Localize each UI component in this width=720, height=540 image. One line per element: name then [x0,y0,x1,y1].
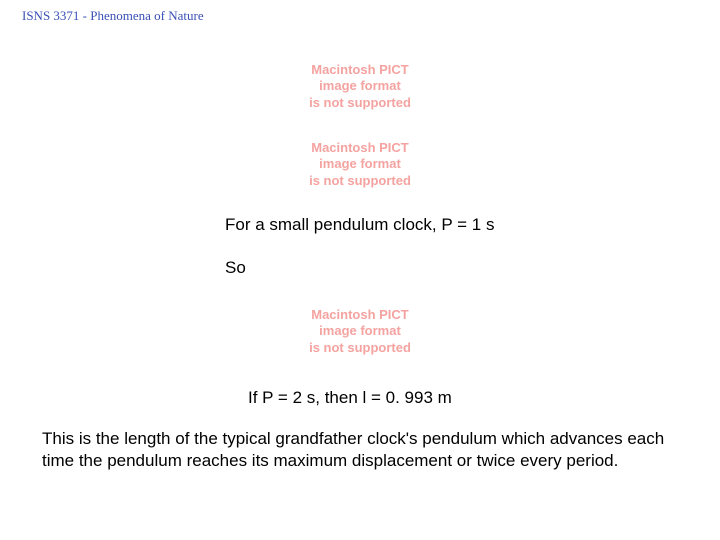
pict-line: image format [270,78,450,94]
text-so: So [225,258,246,278]
pict-placeholder-3: Macintosh PICT image format is not suppo… [270,307,450,356]
text-pendulum: For a small pendulum clock, P = 1 s [225,215,494,235]
slide: ISNS 3371 - Phenomena of Nature Macintos… [0,0,720,540]
pict-placeholder-2: Macintosh PICT image format is not suppo… [270,140,450,189]
pict-line: is not supported [270,95,450,111]
pict-line: image format [270,323,450,339]
text-paragraph: This is the length of the typical grandf… [42,428,678,472]
pict-line: Macintosh PICT [270,307,450,323]
pict-line: is not supported [270,340,450,356]
text-if: If P = 2 s, then l = 0. 993 m [248,388,452,408]
slide-header: ISNS 3371 - Phenomena of Nature [22,8,204,24]
pict-line: image format [270,156,450,172]
pict-line: is not supported [270,173,450,189]
pict-placeholder-1: Macintosh PICT image format is not suppo… [270,62,450,111]
pict-line: Macintosh PICT [270,62,450,78]
pict-line: Macintosh PICT [270,140,450,156]
